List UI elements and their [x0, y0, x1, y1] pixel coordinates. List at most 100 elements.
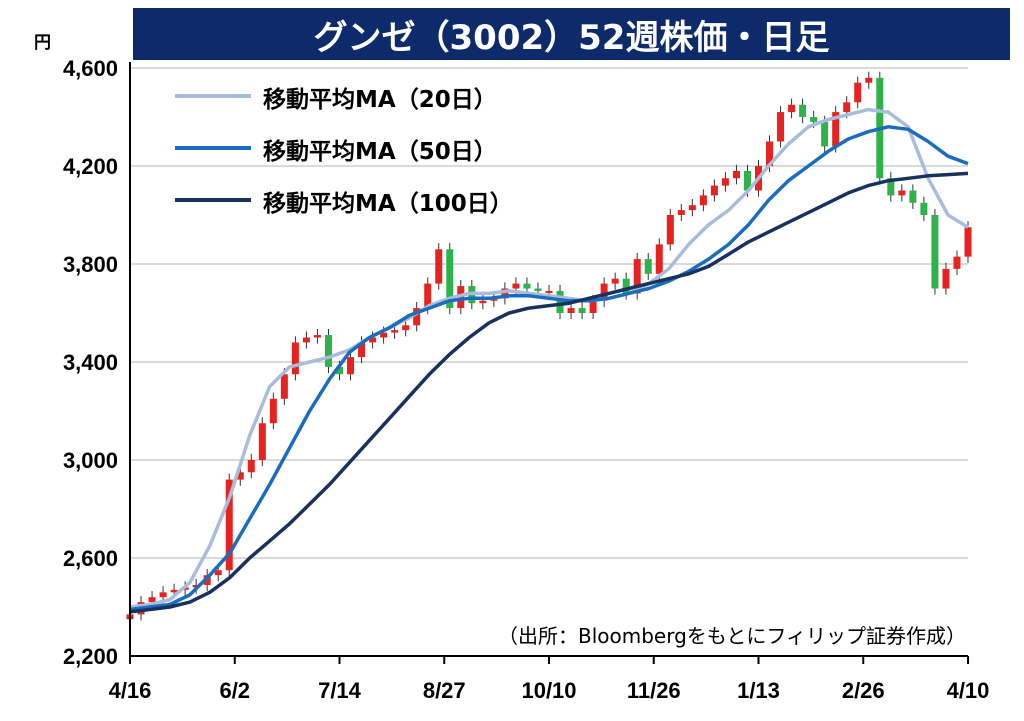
legend-swatch-ma100 [175, 198, 251, 202]
x-tick-label: 4/16 [109, 678, 152, 703]
candle-body [435, 249, 443, 284]
candle-body [567, 308, 575, 313]
candle-body [832, 112, 840, 147]
y-tick-label: 4,200 [63, 154, 118, 179]
x-tick-label: 8/27 [423, 678, 466, 703]
candle-body [280, 374, 288, 399]
candle-body [556, 290, 564, 313]
candle-body [589, 300, 597, 313]
candle-body [633, 259, 641, 294]
candle-body [644, 259, 652, 274]
axes [129, 62, 968, 657]
candle-body [898, 190, 906, 196]
candle-body [677, 210, 685, 215]
series-line-0 [129, 107, 969, 609]
x-tick-label: 4/10 [947, 678, 990, 703]
candle-body [159, 592, 167, 598]
candle-body [512, 283, 520, 289]
candle-body [446, 249, 454, 309]
candle-body [688, 205, 696, 211]
candle-body [666, 215, 674, 245]
x-tick-label: 6/2 [219, 678, 250, 703]
candle-body [699, 195, 707, 206]
legend-swatch-ma20 [175, 94, 251, 98]
y-tick-label: 3,400 [63, 350, 118, 375]
candle-body [269, 398, 277, 424]
candle-body [358, 342, 366, 358]
candle-body [743, 170, 751, 191]
chart-title-banner: グンゼ（3002）52週株価・日足 [133, 8, 1010, 60]
candle-body [788, 104, 796, 113]
candle-body [843, 102, 851, 113]
legend-label-ma100: 移動平均MA（100日） [263, 191, 513, 217]
candle-body [236, 472, 244, 480]
candle-body [302, 337, 310, 343]
candle-body [942, 268, 950, 289]
y-tick-label: 3,800 [63, 252, 118, 277]
candle-body [777, 112, 785, 142]
candle-body [578, 308, 586, 313]
candle-body [170, 589, 178, 593]
candle-body [931, 215, 939, 289]
candle-body [854, 82, 862, 103]
candle-body [413, 308, 421, 326]
candle-body [887, 178, 895, 196]
candle-body [766, 141, 774, 166]
candlesticks [126, 71, 972, 626]
candle-body [523, 283, 531, 289]
chart-title: グンゼ（3002）52週株価・日足 [313, 17, 830, 58]
legend-swatch-ma50 [175, 146, 251, 150]
candle-body [324, 335, 332, 367]
candle-body [710, 185, 718, 196]
candle-body [501, 288, 509, 299]
candle-body [545, 290, 553, 293]
candle-body [402, 325, 410, 331]
y-tick-label: 4,600 [63, 56, 118, 81]
legend-label-ma50: 移動平均MA（50日） [263, 139, 497, 165]
candle-body [225, 479, 233, 571]
x-tick-label: 1/13 [737, 678, 780, 703]
candle-body [622, 278, 630, 294]
candle-body [214, 570, 222, 576]
candle-body [490, 298, 498, 301]
x-axis-ticks: 4/16 6/2 7/14 8/27 10/10 11/26 1/13 2/26 4/10 [109, 656, 990, 703]
moving-average-lines [129, 107, 969, 614]
candle-body [479, 300, 487, 304]
candle-body [313, 335, 321, 338]
candle-body [369, 337, 377, 343]
candle-body [810, 117, 818, 122]
x-tick-label: 7/14 [318, 678, 362, 703]
candle-body [247, 460, 255, 473]
gridlines [130, 67, 968, 559]
y-tick-label: 3,000 [63, 448, 118, 473]
candle-body [920, 202, 928, 215]
candle-body [953, 256, 961, 269]
candle-body [148, 597, 156, 603]
candle-body [655, 244, 663, 274]
y-axis-ticks: 4,600 4,200 3,800 3,400 3,000 2,600 2,200 [63, 56, 118, 669]
candle-body [865, 77, 873, 83]
y-tick-label: 2,200 [63, 644, 118, 669]
candle-body [534, 288, 542, 291]
series-line-1 [129, 125, 969, 612]
candle-body [600, 283, 608, 301]
candle-body [291, 342, 299, 375]
y-tick-label: 2,600 [63, 546, 118, 571]
candle-body [821, 121, 829, 147]
series-line-2 [129, 171, 969, 614]
candle-body [347, 357, 355, 375]
candle-body [799, 104, 807, 117]
x-tick-label: 2/26 [842, 678, 885, 703]
candle-body [424, 283, 432, 309]
candle-body [391, 330, 399, 333]
candle-body [380, 332, 388, 338]
candle-body [909, 190, 917, 203]
candle-body [611, 278, 619, 284]
candle-body [336, 366, 343, 375]
candle-body [721, 178, 729, 186]
x-tick-label: 10/10 [521, 678, 576, 703]
x-tick-label: 11/26 [627, 678, 681, 703]
candle-body [964, 227, 972, 257]
candle-body [258, 423, 266, 460]
